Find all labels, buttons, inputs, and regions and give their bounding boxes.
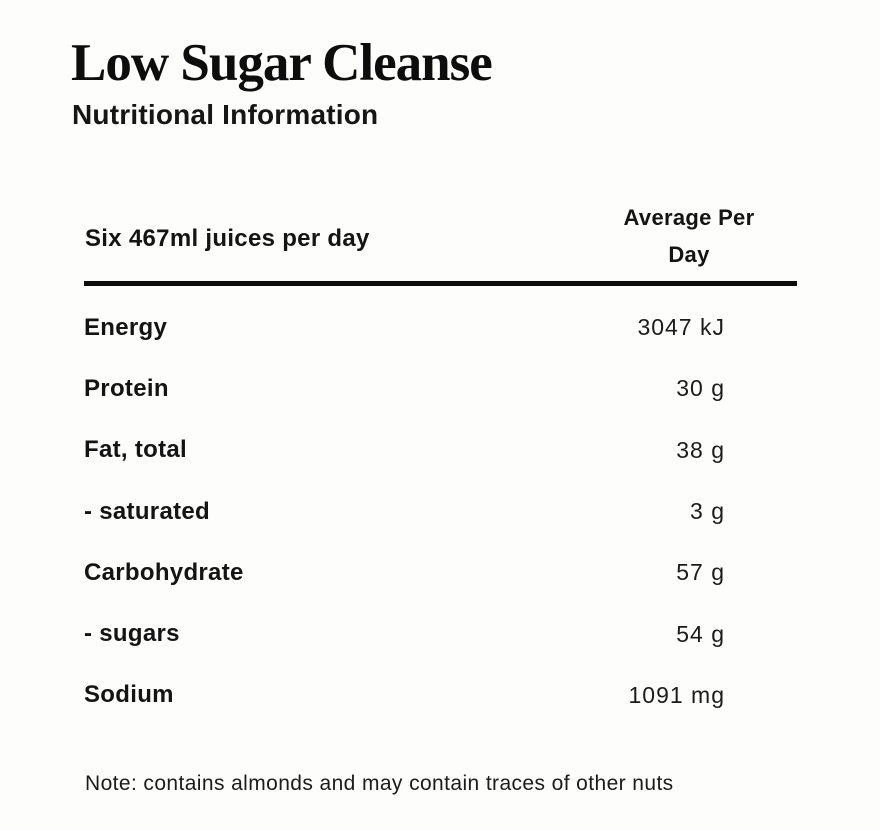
table-row: - sugars 54 g [84, 603, 797, 664]
row-value: 1091 mg [628, 681, 725, 708]
table-rows: Energy 3047 kJ Protein 30 g Fat, total 3… [84, 297, 797, 726]
allergen-note: Note: contains almonds and may contain t… [85, 772, 674, 795]
table-row: Carbohydrate 57 g [84, 542, 797, 603]
row-value: 57 g [676, 559, 725, 586]
table-rule [84, 281, 797, 286]
table-row: Protein 30 g [84, 358, 797, 419]
row-value: 3 g [690, 498, 725, 525]
page-subtitle: Nutritional Information [72, 99, 379, 130]
row-value: 3047 kJ [637, 314, 725, 341]
row-label: Carbohydrate [84, 558, 244, 586]
row-value: 38 g [676, 436, 725, 463]
row-value: 54 g [676, 620, 725, 647]
row-value: 30 g [676, 375, 725, 402]
table-header-average: Average Per Day [623, 205, 755, 267]
table-header-serving: Six 467ml juices per day [85, 225, 370, 252]
table-row: Fat, total 38 g [84, 420, 797, 481]
row-label: Fat, total [84, 436, 187, 464]
row-label: Sodium [84, 681, 174, 709]
row-label: - saturated [84, 497, 210, 525]
row-label: Energy [84, 313, 168, 341]
row-label: - sugars [84, 620, 180, 648]
table-row: Sodium 1091 mg [84, 665, 797, 726]
table-row: Energy 3047 kJ [84, 297, 797, 358]
table-row: - saturated 3 g [84, 481, 797, 542]
row-label: Protein [84, 374, 169, 402]
page-title: Low Sugar Cleanse [71, 34, 493, 92]
